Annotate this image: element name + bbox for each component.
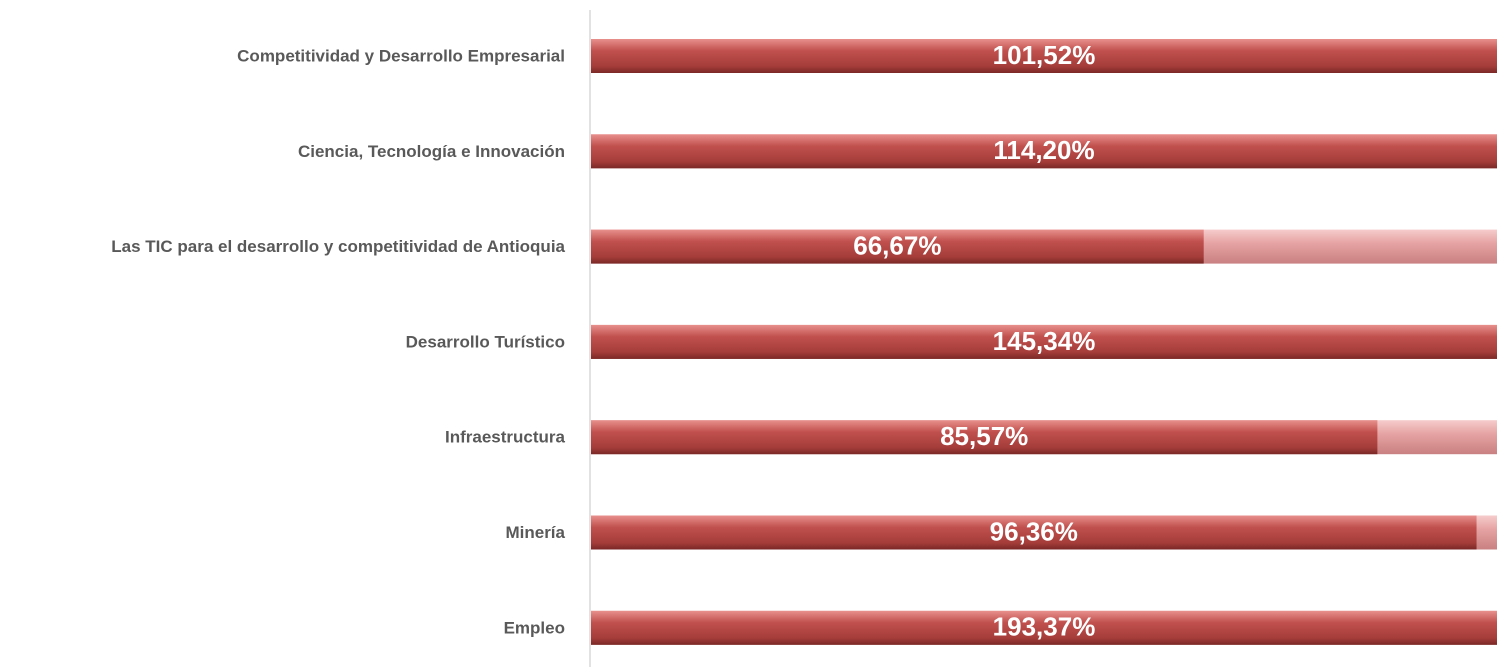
value-label: 96,36% [990, 516, 1078, 546]
bar [591, 610, 1497, 645]
value-label: 66,67% [853, 230, 941, 260]
category-label: Minería [505, 523, 565, 542]
bar [591, 134, 1497, 169]
bar [591, 420, 1378, 455]
category-label: Las TIC para el desarrollo y competitivi… [111, 237, 565, 256]
value-label: 85,57% [940, 421, 1028, 451]
bar [591, 515, 1477, 550]
value-label: 145,34% [993, 326, 1096, 356]
bar [591, 229, 1204, 264]
bar [591, 324, 1497, 359]
value-label: 193,37% [993, 612, 1096, 642]
category-label: Competitividad y Desarrollo Empresarial [237, 46, 565, 65]
category-label: Empleo [504, 618, 565, 637]
value-label: 101,52% [993, 40, 1096, 70]
value-label: 114,20% [993, 135, 1094, 165]
category-label: Infraestructura [445, 428, 566, 447]
category-label: Desarrollo Turístico [406, 332, 565, 351]
bar [591, 39, 1497, 73]
category-label: Ciencia, Tecnología e Innovación [298, 142, 565, 161]
